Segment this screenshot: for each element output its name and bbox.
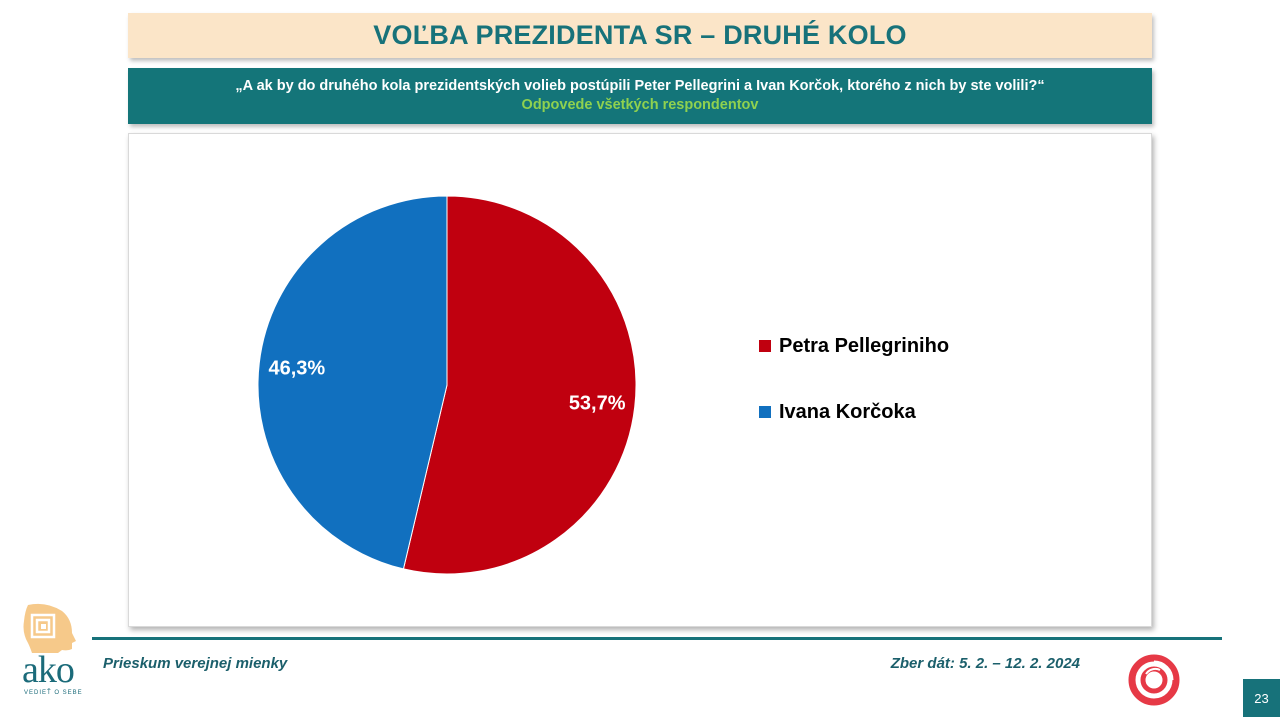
footer-divider — [92, 637, 1222, 640]
chart-panel: 53,7% 46,3% Petra Pellegriniho Ivana Korč… — [128, 133, 1152, 627]
pie-chart: 53,7% 46,3% — [257, 195, 637, 575]
ako-head-logo-icon — [23, 603, 76, 653]
page-number: 23 — [1243, 679, 1280, 717]
legend-swatch-korcok — [759, 406, 771, 418]
survey-question: „A ak by do druhého kola prezidentských … — [235, 78, 1045, 94]
question-banner: „A ak by do druhého kola prezidentských … — [128, 68, 1152, 124]
legend-item-pellegrini: Petra Pellegriniho — [759, 334, 949, 358]
data-label-korcok: 46,3% — [268, 357, 325, 379]
page-title: VOĽBA PREZIDENTA SR – DRUHÉ KOLO — [373, 20, 907, 50]
title-banner: VOĽBA PREZIDENTA SR – DRUHÉ KOLO — [128, 13, 1152, 58]
footer-survey-label: Prieskum verejnej mienky — [103, 655, 288, 672]
pie-slice-korcok — [257, 195, 448, 570]
ako-wordmark: ako — [22, 649, 75, 691]
legend-label-pellegrini: Petra Pellegriniho — [779, 334, 950, 357]
ako-tagline: VEDIEŤ O SEBE — [24, 690, 83, 696]
legend-item-korcok: Ivana Korčoka — [759, 400, 949, 424]
data-label-pellegrini: 53,7% — [569, 393, 626, 415]
legend-swatch-pellegrini — [759, 340, 771, 352]
legend-label-korcok: Ivana Korčoka — [779, 400, 916, 423]
pie-slice-pellegrini — [402, 195, 637, 575]
spiral-logo-icon — [1128, 654, 1180, 706]
respondents-subtitle: Odpovede všetkých respondentov — [521, 97, 759, 113]
footer-collection-dates: Zber dát: 5. 2. – 12. 2. 2024 — [890, 655, 1080, 672]
chart-legend: Petra Pellegriniho Ivana Korčoka — [759, 334, 949, 466]
